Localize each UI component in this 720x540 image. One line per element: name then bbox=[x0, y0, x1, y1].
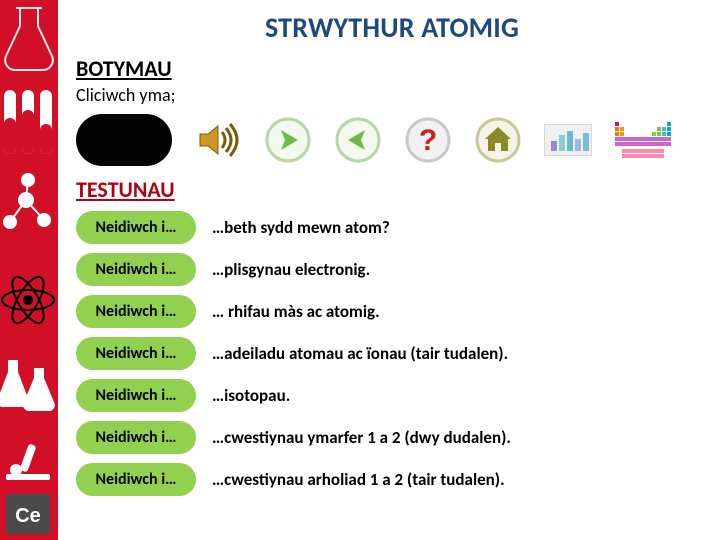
topic-row: Neidiwch i… …beth sydd mewn atom? bbox=[76, 211, 708, 244]
speaker-icon[interactable] bbox=[194, 116, 242, 164]
jump-button[interactable]: Neidiwch i… bbox=[76, 421, 196, 454]
home-icon[interactable] bbox=[474, 116, 522, 164]
jump-button[interactable]: Neidiwch i… bbox=[76, 211, 196, 244]
topic-text: …isotopau. bbox=[212, 385, 290, 406]
jump-button[interactable]: Neidiwch i… bbox=[76, 295, 196, 328]
content-area: STRWYTHUR ATOMIG BOTYMAU Cliciwch yma; bbox=[58, 0, 720, 540]
topic-text: …beth sydd mewn atom? bbox=[212, 217, 390, 238]
topic-text: …cwestiynau ymarfer 1 a 2 (dwy dudalen). bbox=[212, 427, 511, 448]
topic-text: …cwestiynau arholiad 1 a 2 (tair tudalen… bbox=[212, 469, 505, 490]
topics-heading: TESTUNAU bbox=[76, 176, 708, 203]
buttons-subtext: Cliciwch yma; bbox=[76, 84, 708, 106]
jump-button[interactable]: Neidiwch i… bbox=[76, 337, 196, 370]
topic-text: …adeiladu atomau ac ïonau (tair tudalen)… bbox=[212, 343, 508, 364]
big-black-pill-button[interactable] bbox=[76, 114, 172, 166]
topic-row: Neidiwch i… …cwestiynau ymarfer 1 a 2 (d… bbox=[76, 421, 708, 454]
arrow-right-icon[interactable] bbox=[264, 116, 312, 164]
topic-row: Neidiwch i… … rhifau màs ac atomig. bbox=[76, 295, 708, 328]
thumbnail-periodic-icon[interactable] bbox=[614, 121, 672, 159]
topic-row: Neidiwch i… …isotopau. bbox=[76, 379, 708, 412]
buttons-heading: BOTYMAU bbox=[76, 55, 708, 82]
strip-art: Ce bbox=[0, 0, 58, 540]
thumbnail-bars-icon[interactable] bbox=[544, 124, 592, 156]
jump-button[interactable]: Neidiwch i… bbox=[76, 379, 196, 412]
svg-text:?: ? bbox=[419, 124, 437, 157]
topic-list: Neidiwch i… …beth sydd mewn atom? Neidiw… bbox=[76, 211, 708, 496]
jump-button[interactable]: Neidiwch i… bbox=[76, 253, 196, 286]
topic-row: Neidiwch i… …cwestiynau arholiad 1 a 2 (… bbox=[76, 463, 708, 496]
button-row: ? bbox=[76, 114, 708, 166]
page-title: STRWYTHUR ATOMIG bbox=[76, 10, 708, 45]
topic-row: Neidiwch i… …plisgynau electronig. bbox=[76, 253, 708, 286]
topic-text: …plisgynau electronig. bbox=[212, 259, 370, 280]
topic-row: Neidiwch i… …adeiladu atomau ac ïonau (t… bbox=[76, 337, 708, 370]
svg-text:Ce: Ce bbox=[15, 505, 41, 527]
arrow-left-icon[interactable] bbox=[334, 116, 382, 164]
question-icon[interactable]: ? bbox=[404, 116, 452, 164]
left-decorative-strip: Ce bbox=[0, 0, 58, 540]
topic-text: … rhifau màs ac atomig. bbox=[212, 301, 380, 322]
jump-button[interactable]: Neidiwch i… bbox=[76, 463, 196, 496]
